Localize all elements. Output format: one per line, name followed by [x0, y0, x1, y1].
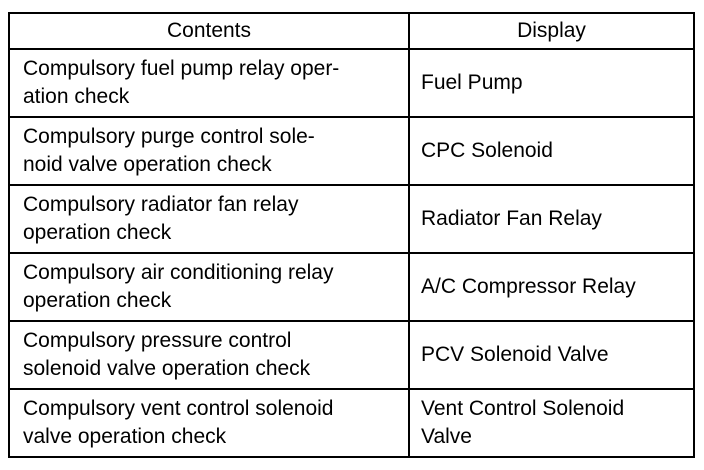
display-line: CPC Solenoid [421, 139, 553, 162]
contents-line: Compulsory vent control solenoid [23, 397, 334, 420]
display-line: PCV Solenoid Valve [421, 343, 609, 366]
contents-line: Compulsory air conditioning relay [23, 261, 334, 284]
contents-line: Compulsory radiator fan relay [23, 193, 299, 216]
table-row: Compulsory fuel pump relay oper-ation ch… [8, 48, 695, 118]
contents-cell: Compulsory radiator fan relay operation c… [8, 184, 410, 254]
contents-cell: Compulsory vent control solenoid valve op… [8, 388, 410, 458]
header-contents: Contents [8, 12, 410, 50]
table-row: Compulsory radiator fan relay operation c… [8, 184, 695, 254]
contents-cell: Compulsory air conditioning relay operati… [8, 252, 410, 322]
contents-line: Compulsory purge control sole- [23, 125, 315, 148]
display-line: Vent Control Solenoid [421, 397, 625, 420]
header-display: Display [408, 12, 695, 50]
contents-line: operation check [23, 289, 172, 312]
display-line: Radiator Fan Relay [421, 207, 602, 230]
display-cell: Radiator Fan Relay [408, 184, 695, 254]
display-line: Fuel Pump [421, 71, 523, 94]
contents-line: solenoid valve operation check [23, 357, 311, 380]
contents-line: operation check [23, 221, 172, 244]
contents-line: Compulsory pressure control [23, 329, 292, 352]
contents-cell: Compulsory purge control sole-noid valve… [8, 116, 410, 186]
header-row: Contents Display [8, 12, 695, 50]
function-check-table: Contents Display Compulsory fuel pump re… [8, 12, 695, 458]
display-cell: CPC Solenoid [408, 116, 695, 186]
contents-cell: Compulsory fuel pump relay oper-ation ch… [8, 48, 410, 118]
contents-cell: Compulsory pressure control solenoid valv… [8, 320, 410, 390]
contents-line: noid valve operation check [23, 153, 272, 176]
table-row: Compulsory air conditioning relay operati… [8, 252, 695, 322]
display-line: A/C Compressor Relay [421, 275, 636, 298]
display-line: Valve [421, 425, 472, 448]
contents-line: ation check [23, 85, 130, 108]
table-row: Compulsory pressure control solenoid valv… [8, 320, 695, 390]
table-row: Compulsory vent control solenoid valve op… [8, 388, 695, 458]
display-cell: A/C Compressor Relay [408, 252, 695, 322]
display-cell: PCV Solenoid Valve [408, 320, 695, 390]
display-cell: Fuel Pump [408, 48, 695, 118]
contents-line: valve operation check [23, 425, 227, 448]
table-row: Compulsory purge control sole-noid valve… [8, 116, 695, 186]
display-cell: Vent Control Solenoid Valve [408, 388, 695, 458]
contents-line: Compulsory fuel pump relay oper- [23, 57, 340, 80]
